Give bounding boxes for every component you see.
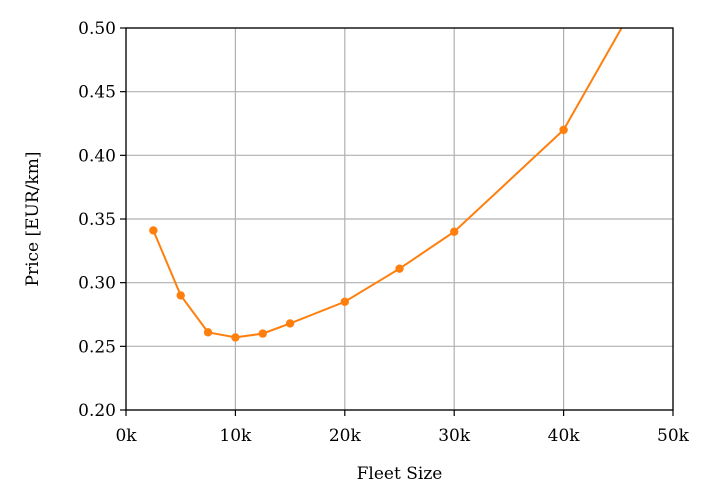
data-point (395, 264, 404, 273)
plot-area (149, 28, 623, 342)
data-point (176, 291, 185, 300)
data-point (258, 329, 267, 338)
data-line (152, 28, 623, 339)
y-tick-label: 0.25 (78, 337, 116, 357)
y-tick-label: 0.20 (78, 401, 116, 421)
data-point (285, 319, 295, 328)
y-tick-label: 0.35 (78, 210, 116, 230)
data-point (559, 125, 568, 135)
data-point (340, 297, 349, 306)
x-tick-label: 40k (548, 426, 581, 446)
x-tick-label: 10k (219, 426, 252, 446)
y-tick-label: 0.40 (78, 146, 116, 166)
data-point (203, 328, 213, 337)
y-tick-label: 0.50 (78, 19, 116, 39)
x-axis-label: Fleet Size (357, 464, 443, 484)
data-point (149, 226, 158, 235)
y-tick-label: 0.45 (78, 83, 116, 103)
data-point (450, 227, 459, 236)
y-axis-label: Price [EUR/km] (23, 152, 43, 287)
x-tick-label: 0k (115, 426, 137, 446)
x-tick-label: 20k (329, 426, 362, 446)
x-tick-label: 50k (657, 426, 690, 446)
grid (125, 27, 674, 411)
y-tick-label: 0.30 (78, 274, 116, 294)
x-tick-label: 30k (438, 426, 471, 446)
ticks: 0k 10k 20k 30k 40k 50k 0.20 0.25 0.30 0.35 0.40 0.4… (78, 19, 690, 446)
data-point (231, 333, 240, 342)
